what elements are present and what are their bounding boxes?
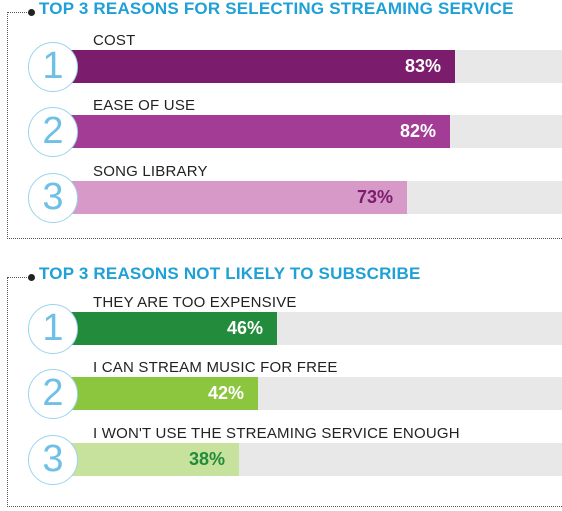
bar-value-label: 73% <box>356 187 393 207</box>
bar-track: 46% <box>56 312 562 345</box>
rank-number: 3 <box>28 435 78 485</box>
bar-track: 38% <box>56 443 562 476</box>
bar-row: I WON'T USE THE STREAMING SERVICE ENOUGH… <box>0 425 562 487</box>
bar <box>56 115 450 148</box>
bar <box>56 50 455 83</box>
bar-value-label: 42% <box>207 383 244 403</box>
panel-border <box>7 277 562 507</box>
bar-row: I CAN STREAM MUSIC FOR FREE 42% 2 <box>0 359 562 421</box>
rank-number: 1 <box>28 42 78 92</box>
chart-title: TOP 3 REASONS FOR SELECTING STREAMING SE… <box>39 0 514 18</box>
bar-row: EASE OF USE 82% 2 <box>0 97 562 159</box>
bar-value-label: 38% <box>188 449 225 469</box>
bar-value-label: 82% <box>399 121 436 141</box>
bar-track: 73% <box>56 181 562 214</box>
panel-border-top <box>7 277 29 278</box>
panel-border-top <box>7 12 29 13</box>
bar-value-label: 46% <box>226 318 263 338</box>
bar-row: COST 83% 1 <box>0 32 562 94</box>
rank-number: 3 <box>28 173 78 223</box>
bar-category-label: COST <box>93 32 136 49</box>
rank-number: 2 <box>28 369 78 419</box>
bar <box>56 181 407 214</box>
bar-row: THEY ARE TOO EXPENSIVE 46% 1 <box>0 294 562 356</box>
bar-category-label: EASE OF USE <box>93 97 196 114</box>
rank-number: 1 <box>28 304 78 354</box>
bar-track: 83% <box>56 50 562 83</box>
bar <box>56 377 258 410</box>
title-bullet-dot <box>28 274 35 281</box>
bar-category-label: SONG LIBRARY <box>93 163 208 180</box>
panel-border <box>7 12 562 239</box>
bar-category-label: THEY ARE TOO EXPENSIVE <box>93 294 297 311</box>
bar <box>56 443 239 476</box>
bar <box>56 312 277 345</box>
bar-track: 82% <box>56 115 562 148</box>
chart-title: TOP 3 REASONS NOT LIKELY TO SUBSCRIBE <box>39 264 421 283</box>
title-bullet-dot <box>28 9 35 16</box>
bar-value-label: 83% <box>404 56 441 76</box>
bar-category-label: I WON'T USE THE STREAMING SERVICE ENOUGH <box>93 425 460 442</box>
bar-track: 42% <box>56 377 562 410</box>
rank-number: 2 <box>28 107 78 157</box>
bar-category-label: I CAN STREAM MUSIC FOR FREE <box>93 359 338 376</box>
bar-row: SONG LIBRARY 73% 3 <box>0 163 562 225</box>
